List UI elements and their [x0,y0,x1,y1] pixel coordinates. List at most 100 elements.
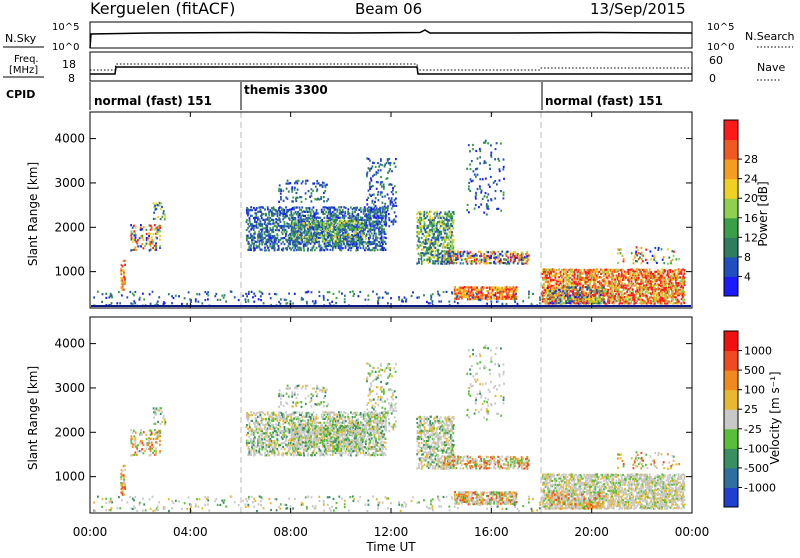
range-gate-cell [284,237,286,239]
range-gate-cell [133,225,135,227]
range-gate-cell [264,219,266,221]
range-gate-cell [383,188,385,190]
range-gate-cell [124,465,126,467]
range-gate-cell [155,423,157,425]
range-gate-cell [375,205,377,207]
range-gate-cell [296,238,298,240]
range-gate-cell [496,183,498,185]
range-gate-cell [603,287,605,289]
range-gate-cell [503,291,505,293]
range-gate-cell [678,300,680,302]
range-gate-cell [260,237,262,239]
range-gate-cell [508,262,510,264]
range-gate-cell [620,269,622,271]
range-gate-cell [661,248,663,250]
range-gate-cell [645,301,647,303]
range-gate-cell [132,446,134,448]
range-gate-cell [297,230,299,232]
range-gate-cell [487,200,489,202]
nave-label: Nave [757,61,785,74]
range-gate-cell [632,291,634,293]
range-gate-cell [495,262,497,264]
range-gate-cell [543,283,545,285]
range-gate-cell [321,249,323,251]
range-gate-cell [439,294,441,296]
range-gate-cell [444,232,446,234]
range-gate-cell [636,260,638,262]
range-gate-cell [447,250,449,252]
range-gate-cell [327,198,329,200]
range-gate-cell [376,239,378,241]
range-gate-cell [382,241,384,243]
range-gate-cell [678,258,680,260]
range-gate-cell [475,194,477,196]
range-gate-cell [444,251,446,253]
range-gate-cell [297,211,299,213]
range-gate-cell [595,283,597,285]
range-gate-cell [472,292,474,294]
range-gate-cell [514,287,516,289]
range-gate-cell [382,211,384,213]
range-gate-cell [251,444,253,446]
range-gate-cell [337,209,339,211]
range-gate-cell [310,230,312,232]
range-gate-cell [318,291,320,293]
range-gate-cell [579,285,581,287]
range-gate-cell [345,215,347,217]
range-gate-cell [433,235,435,237]
range-gate-cell [448,239,450,241]
range-gate-cell [437,252,439,254]
range-gate-cell [430,295,432,297]
range-gate-cell [683,283,685,285]
range-gate-cell [357,247,359,249]
range-gate-cell [253,245,255,247]
range-gate-cell [295,220,297,222]
range-gate-cell [294,293,296,295]
range-gate-cell [421,225,423,227]
range-gate-cell [617,262,619,264]
range-gate-cell [283,213,285,215]
range-gate-cell [249,219,251,221]
range-gate-cell [451,219,453,221]
range-gate-cell [570,281,572,283]
range-gate-cell [665,285,667,287]
range-gate-cell [298,180,300,182]
range-gate-cell [371,180,373,182]
range-gate-cell [600,273,602,275]
range-gate-cell [247,223,249,225]
range-gate-cell [251,209,253,211]
range-gate-cell [274,243,276,245]
range-gate-cell [391,201,393,203]
range-gate-cell [282,247,284,249]
range-gate-cell [560,300,562,302]
range-gate-cell [381,207,383,209]
range-gate-cell [443,245,445,247]
range-gate-cell [349,212,351,214]
range-gate-cell [632,288,634,290]
range-gate-cell [384,165,386,167]
range-gate-cell [503,168,505,170]
range-gate-cell [303,218,305,220]
range-gate-cell [250,247,252,249]
range-gate-cell [391,199,393,201]
range-gate-cell [468,144,470,146]
range-gate-cell [444,229,446,231]
range-gate-cell [260,209,262,211]
range-gate-cell [371,225,373,227]
range-gate-cell [294,187,296,189]
range-gate-cell [454,288,456,290]
range-gate-cell [264,247,266,249]
range-gate-cell [500,142,502,144]
range-gate-cell [561,293,563,295]
range-gate-cell [665,281,667,283]
range-gate-cell [528,296,530,298]
range-gate-cell [475,176,477,178]
range-gate-cell [246,221,248,223]
range-gate-cell [385,233,387,235]
range-gate-cell [626,291,628,293]
range-gate-cell [159,204,161,206]
power-ylabel: Slant Range [km] [26,162,40,266]
range-gate-cell [457,255,459,257]
range-gate-cell [569,277,571,279]
range-gate-cell [297,247,299,249]
